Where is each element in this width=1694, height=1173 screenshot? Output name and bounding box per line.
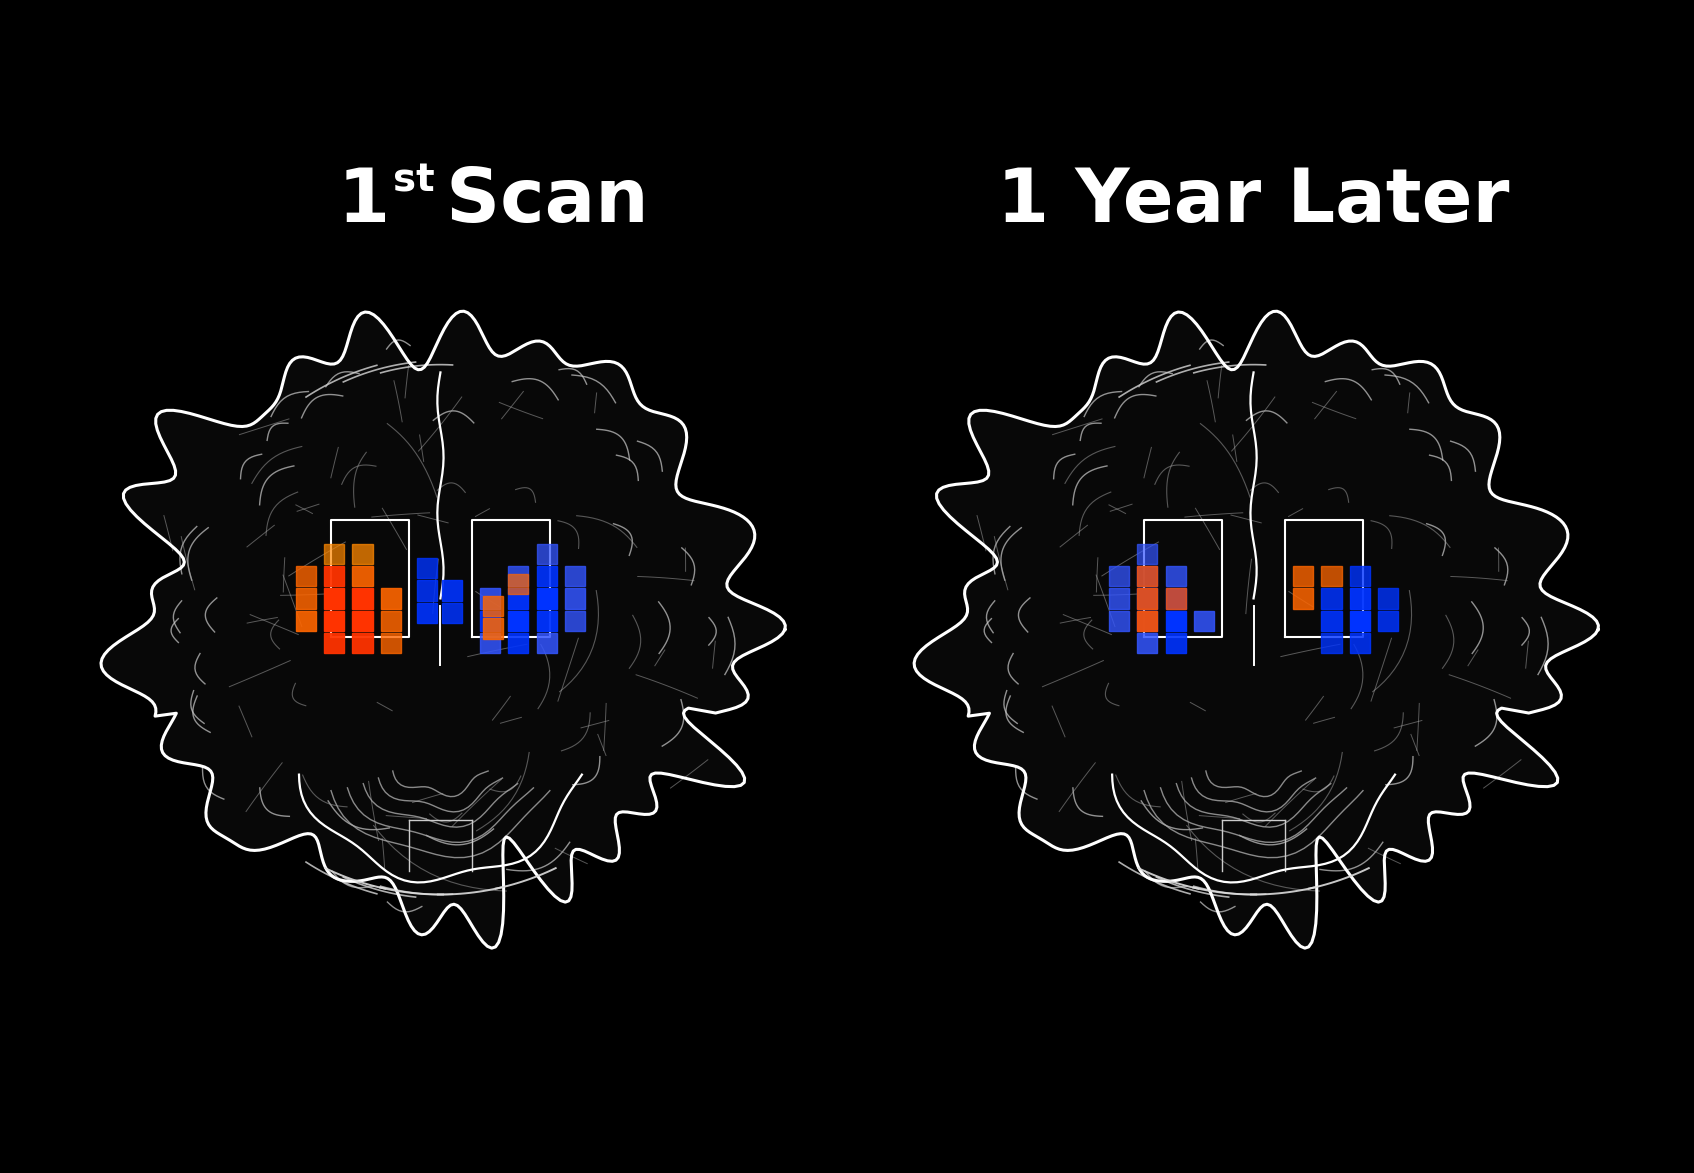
Polygon shape [566,567,584,586]
Polygon shape [1350,589,1370,609]
Polygon shape [102,311,786,948]
Polygon shape [417,581,437,601]
Polygon shape [508,633,529,653]
Polygon shape [1137,567,1157,586]
Polygon shape [1321,567,1342,586]
Polygon shape [1137,567,1157,586]
Polygon shape [1194,611,1215,631]
Polygon shape [1293,567,1313,586]
Polygon shape [352,567,373,586]
Polygon shape [566,611,584,631]
Polygon shape [537,611,557,631]
Polygon shape [324,567,344,586]
Polygon shape [352,544,373,564]
Polygon shape [1165,633,1186,653]
Polygon shape [296,589,315,609]
Polygon shape [1350,567,1370,586]
Polygon shape [1110,567,1128,586]
Polygon shape [324,589,344,609]
Polygon shape [537,633,557,653]
Polygon shape [1350,633,1370,653]
Polygon shape [352,589,373,609]
Polygon shape [1165,589,1186,609]
Polygon shape [1137,589,1157,609]
Polygon shape [1137,633,1157,653]
Polygon shape [417,603,437,623]
Polygon shape [479,589,500,609]
Polygon shape [479,611,500,631]
Polygon shape [1137,611,1157,631]
Polygon shape [1110,611,1128,631]
Polygon shape [1293,589,1313,609]
Polygon shape [1137,544,1157,564]
Polygon shape [1321,589,1342,609]
Polygon shape [296,611,315,631]
Polygon shape [324,611,344,631]
Polygon shape [1321,611,1342,631]
Polygon shape [442,603,462,623]
Text: st: st [393,161,435,199]
Polygon shape [915,311,1599,948]
Polygon shape [566,589,584,609]
Polygon shape [1379,611,1398,631]
Polygon shape [352,611,373,631]
Polygon shape [1165,589,1186,609]
Text: Scan: Scan [420,165,649,238]
Polygon shape [1137,589,1157,609]
Text: 1 Year Later: 1 Year Later [998,165,1509,238]
Polygon shape [442,581,462,601]
Text: 1: 1 [337,165,390,238]
Polygon shape [381,611,401,631]
Polygon shape [381,589,401,609]
Polygon shape [417,558,437,578]
Polygon shape [381,633,401,653]
Polygon shape [1110,589,1128,609]
Polygon shape [508,567,529,586]
Polygon shape [324,544,344,564]
Polygon shape [1165,567,1186,586]
Polygon shape [537,567,557,586]
Polygon shape [483,596,503,616]
Polygon shape [537,589,557,609]
Polygon shape [508,611,529,631]
Polygon shape [479,633,500,653]
Polygon shape [1350,611,1370,631]
Polygon shape [508,574,529,594]
Polygon shape [483,618,503,638]
Polygon shape [537,544,557,564]
Polygon shape [324,633,344,653]
Polygon shape [352,633,373,653]
Polygon shape [1165,611,1186,631]
Polygon shape [296,567,315,586]
Polygon shape [508,589,529,609]
Polygon shape [1379,589,1398,609]
Polygon shape [1137,611,1157,631]
Polygon shape [1321,633,1342,653]
